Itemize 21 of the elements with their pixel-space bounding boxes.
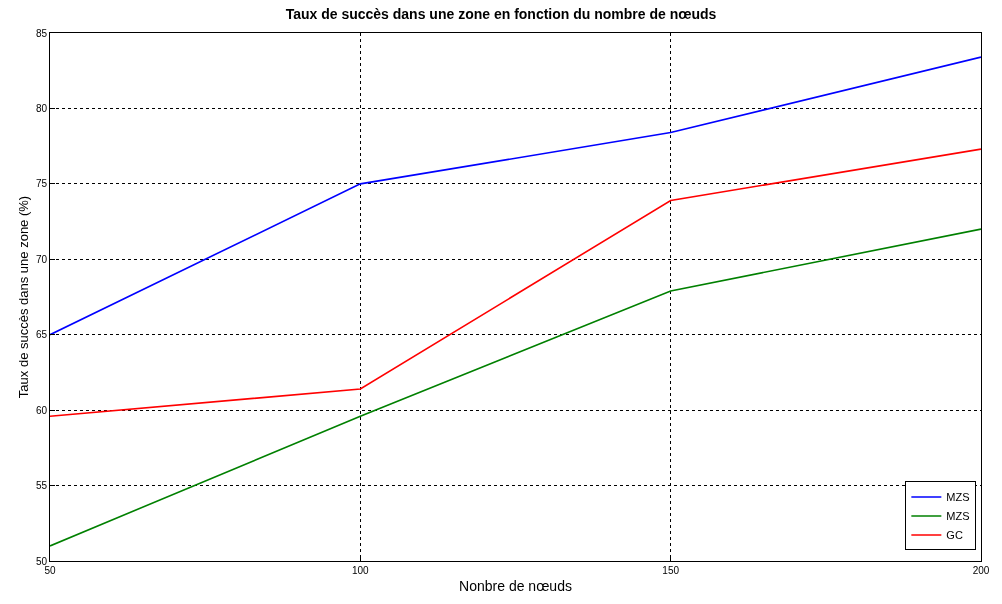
y-tick-label: 70 <box>35 253 48 265</box>
line-series <box>50 56 981 336</box>
x-tick-label: 100 <box>351 565 370 576</box>
chart-title: Taux de succès dans une zone en fonction du nombre de nœuds <box>285 5 717 22</box>
x-axis-title: Nonbre de nœuds <box>459 578 572 595</box>
legend-label: MZS <box>946 491 970 504</box>
line-series <box>50 228 981 547</box>
y-axis-title: Taux de succès dans une zone (%) <box>15 195 31 399</box>
legend-label: GC <box>946 529 963 542</box>
x-tick-label: 150 <box>662 565 680 576</box>
y-tick-label: 80 <box>35 102 48 114</box>
x-tick-label: 50 <box>44 565 56 576</box>
y-tick-label: 60 <box>35 404 48 416</box>
y-tick-label: 55 <box>35 480 48 492</box>
y-tick-label: 65 <box>35 329 48 341</box>
line-series <box>50 148 981 417</box>
legend-label: MZS <box>946 510 970 523</box>
x-tick-label: 200 <box>972 565 990 576</box>
y-tick-label: 50 <box>35 555 48 567</box>
y-tick-label: 85 <box>35 27 48 39</box>
y-tick-label: 75 <box>35 178 48 190</box>
